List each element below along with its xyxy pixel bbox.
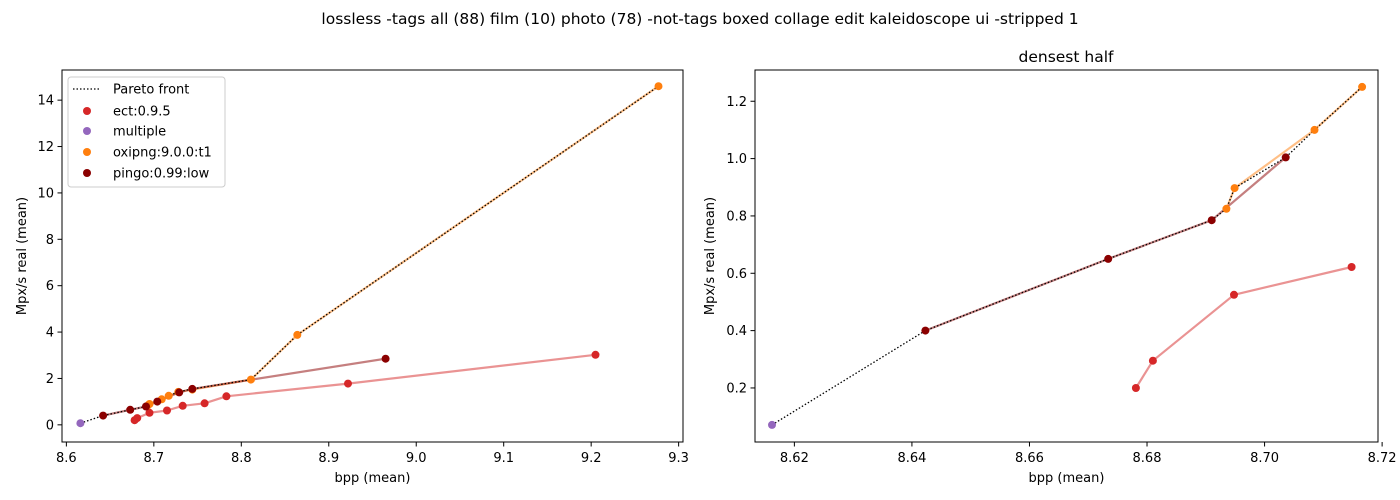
left-y-tick-label: 14: [37, 94, 54, 109]
right-point-ect: [1230, 290, 1238, 299]
legend-multiple-marker: [83, 127, 91, 135]
legend-entry-multiple: multiple: [83, 125, 166, 140]
right-y-tick-label: 0.2: [726, 381, 747, 396]
legend-label-ect: ect:0.9.5: [113, 105, 171, 120]
right-point-pingo: [921, 326, 930, 335]
left-x-tick-label: 9.3: [668, 451, 689, 466]
right-series-line-ect: [1134, 265, 1352, 389]
right-x-tick-label: 8.62: [780, 451, 809, 466]
legend-label-pareto: Pareto front: [113, 83, 189, 98]
right-subplot: densest half 8.62 8.64 8.66 8.68 8.70 8.72 0.2…: [703, 48, 1397, 486]
right-pareto-front-line: [771, 86, 1363, 426]
right-point-multiple: [768, 420, 776, 429]
left-point-ect: [145, 408, 154, 417]
right-subplot-title: densest half: [1019, 48, 1115, 66]
right-y-tick-label: 0.6: [726, 267, 747, 282]
left-y-axis-label: Mpx/s real (mean): [15, 197, 30, 315]
right-point-pingo: [1104, 254, 1113, 263]
right-point-ect: [1148, 356, 1157, 365]
legend-entry-pingo: pingo:0.99:low: [83, 167, 210, 182]
left-point-pingo: [142, 402, 150, 411]
right-point-pingo: [1281, 153, 1290, 162]
legend-oxipng-marker: [83, 148, 91, 156]
right-point-ect: [1131, 384, 1140, 392]
legend-box: [67, 76, 226, 188]
left-point-ect: [163, 406, 171, 415]
right-point-oxipng: [1358, 82, 1367, 91]
legend-label-oxipng: oxipng:9.0.0:t1: [113, 146, 212, 161]
legend-pingo-marker: [83, 169, 91, 177]
left-x-tick-label: 8.6: [56, 451, 77, 466]
legend-ect-marker: [83, 107, 91, 115]
right-x-tick-label: 8.64: [897, 451, 926, 466]
left-point-pingo: [126, 405, 135, 414]
right-plot-frame: [754, 69, 1379, 443]
left-point-oxipng: [164, 391, 173, 400]
left-subplot: 8.6 8.7 8.8 8.9 9.0 9.1 9.2 9.3 0 2 4 6 8 10 12 14 bpp …: [15, 69, 689, 486]
right-point-oxipng: [1230, 184, 1239, 193]
left-point-ect: [344, 379, 352, 388]
left-x-tick-label: 9.0: [406, 451, 427, 466]
right-x-tick-label: 8.72: [1368, 451, 1397, 466]
right-x-tick-label: 8.70: [1250, 451, 1279, 466]
right-y-tick-label: 1.0: [726, 152, 747, 167]
right-y-tick-label: 0.8: [726, 209, 747, 224]
left-point-multiple: [76, 419, 85, 428]
left-y-tick-label: 12: [37, 140, 54, 155]
right-point-ect: [1347, 263, 1356, 271]
left-point-oxipng: [654, 82, 663, 91]
left-point-ect: [200, 399, 209, 408]
legend: Pareto front ect:0.9.5 multiple oxipng:9…: [67, 76, 226, 188]
left-y-tick-label: 4: [46, 326, 54, 341]
left-point-pingo: [99, 411, 108, 420]
right-y-tick-label: 1.2: [726, 95, 747, 110]
right-x-tick-label: 8.68: [1133, 451, 1162, 466]
left-y-tick-label: 10: [37, 186, 54, 201]
left-point-ect: [222, 392, 231, 401]
right-point-pingo: [1207, 216, 1216, 225]
legend-entry-ect: ect:0.9.5: [83, 105, 171, 120]
left-point-ect: [591, 350, 600, 359]
figure-suptitle: lossless -tags all (88) film (10) photo …: [321, 10, 1078, 28]
left-x-tick-label: 9.2: [581, 451, 602, 466]
right-x-axis-label: bpp (mean): [1029, 471, 1105, 486]
left-x-tick-label: 8.9: [318, 451, 339, 466]
left-y-tick-label: 6: [46, 279, 54, 294]
left-x-tick-label: 9.1: [493, 451, 514, 466]
right-point-oxipng: [1310, 125, 1319, 134]
left-plot-frame: [61, 69, 684, 443]
left-point-pingo: [175, 388, 184, 397]
right-point-oxipng: [1222, 204, 1231, 213]
left-point-oxipng: [293, 330, 302, 339]
right-y-tick-label: 0.4: [726, 324, 747, 339]
legend-entry-oxipng: oxipng:9.0.0:t1: [83, 146, 212, 161]
left-x-axis-label: bpp (mean): [335, 471, 411, 486]
left-x-tick-label: 8.8: [231, 451, 252, 466]
left-point-pingo: [188, 384, 197, 393]
left-point-ect: [133, 414, 142, 423]
left-y-tick-label: 0: [46, 418, 54, 433]
legend-label-pingo: pingo:0.99:low: [113, 167, 210, 182]
left-y-tick-label: 2: [46, 372, 54, 387]
left-y-tick-label: 8: [46, 233, 54, 248]
left-point-pingo: [153, 397, 162, 406]
right-x-tick-label: 8.66: [1015, 451, 1044, 466]
left-x-tick-label: 8.7: [143, 451, 164, 466]
left-point-pingo: [381, 354, 390, 363]
legend-entry-pareto: Pareto front: [73, 83, 189, 98]
left-point-ect: [178, 401, 187, 410]
left-point-oxipng: [246, 375, 255, 384]
right-y-axis-label: Mpx/s real (mean): [703, 197, 718, 315]
right-series-line-pingo: [924, 156, 1287, 332]
legend-label-multiple: multiple: [113, 125, 166, 140]
